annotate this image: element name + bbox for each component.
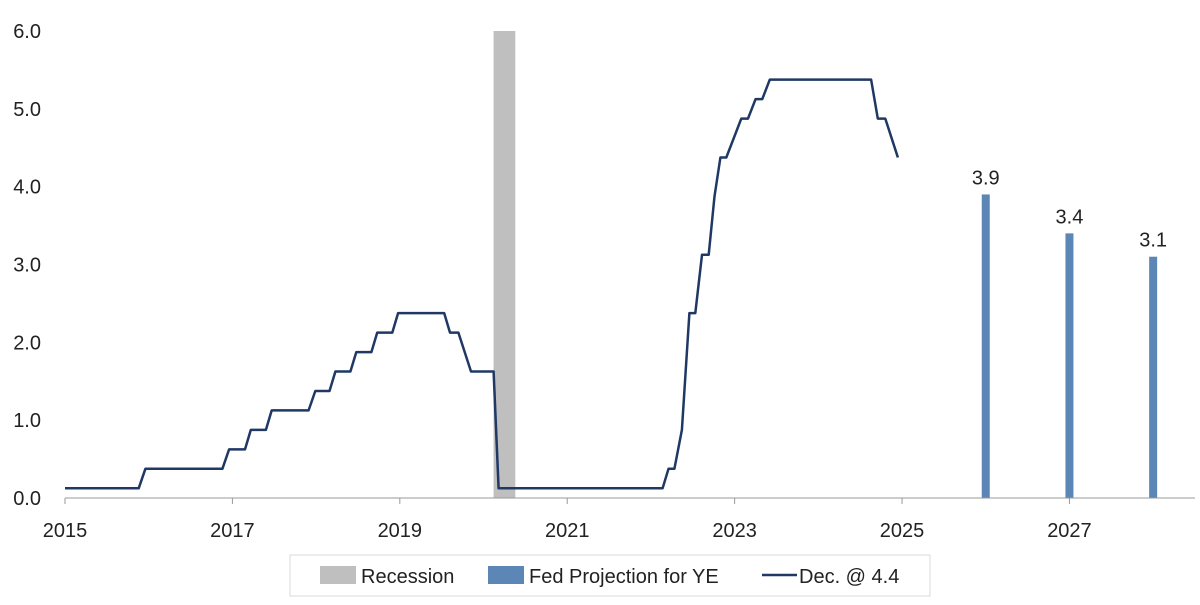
x-tick-label-0: 2015 bbox=[43, 520, 88, 542]
projection-data-label-2: 3.1 bbox=[1139, 230, 1167, 252]
x-tick-label-2: 2019 bbox=[378, 520, 423, 542]
x-tick-label-3: 2021 bbox=[545, 520, 590, 542]
y-tick-label-2: 2.0 bbox=[13, 332, 41, 354]
projection-data-label-1: 3.4 bbox=[1056, 206, 1084, 228]
recession-bar bbox=[493, 31, 516, 498]
legend-label-line: Dec. @ 4.4 bbox=[799, 566, 899, 588]
projection-bar-1 bbox=[1065, 233, 1074, 498]
x-tick-label-1: 2017 bbox=[210, 520, 255, 542]
fed-funds-line bbox=[65, 78, 900, 490]
y-tick-label-5: 5.0 bbox=[13, 99, 41, 121]
line-layer bbox=[65, 78, 900, 490]
x-tick-label-5: 2025 bbox=[880, 520, 925, 542]
legend-swatch-recession bbox=[320, 566, 356, 584]
axis-layer: 2015 2017 2019 2021 2023 2025 2027 0.0 1.0 2.0 3.0… bbox=[13, 21, 1195, 542]
projection-bar-2 bbox=[1149, 256, 1158, 498]
legend-label-recession: Recession bbox=[361, 566, 454, 588]
y-tick-label-1: 1.0 bbox=[13, 410, 41, 432]
legend-box bbox=[289, 554, 931, 597]
recession-layer bbox=[493, 31, 516, 498]
y-tick-label-4: 4.0 bbox=[13, 177, 41, 199]
y-tick-label-0: 0.0 bbox=[13, 488, 41, 510]
legend: Recession Fed Projection for YE Dec. @ 4… bbox=[289, 554, 931, 597]
label-layer: 3.9 3.4 3.1 bbox=[972, 167, 1167, 251]
projection-layer bbox=[981, 194, 1158, 498]
x-tick-label-6: 2027 bbox=[1047, 520, 1092, 542]
projection-data-label-0: 3.9 bbox=[972, 167, 1000, 189]
y-tick-label-6: 6.0 bbox=[13, 21, 41, 43]
x-tick-label-4: 2023 bbox=[712, 520, 757, 542]
projection-bar-0 bbox=[981, 194, 990, 498]
y-tick-label-3: 3.0 bbox=[13, 255, 41, 277]
legend-swatch-projection bbox=[488, 566, 524, 584]
legend-label-projection: Fed Projection for YE bbox=[529, 566, 719, 588]
